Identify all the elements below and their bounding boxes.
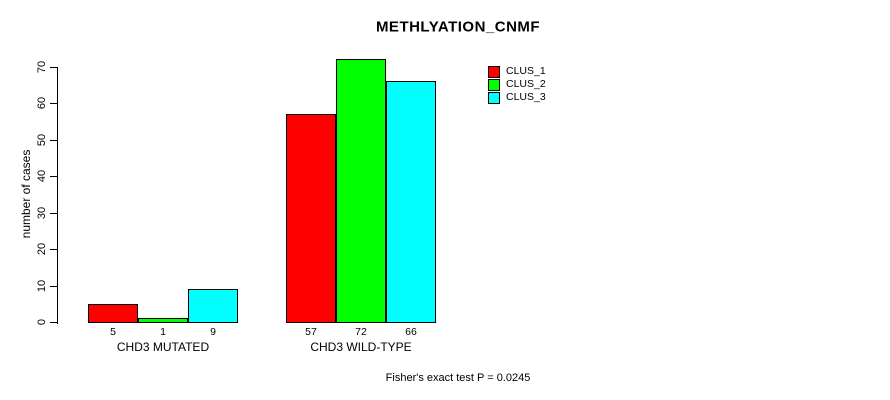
- legend-label: CLUS_2: [506, 78, 546, 90]
- y-tick: [50, 213, 57, 214]
- y-axis-line: [57, 67, 58, 324]
- y-tick: [50, 322, 57, 323]
- legend-item: CLUS_1: [488, 65, 546, 78]
- y-tick: [50, 140, 57, 141]
- legend-item: CLUS_3: [488, 91, 546, 104]
- y-tick-label: 50: [36, 133, 48, 146]
- y-tick-label: 0: [36, 318, 48, 326]
- y-tick-label: 60: [36, 96, 48, 110]
- bar: [138, 318, 188, 323]
- group-label: CHD3 MUTATED: [116, 340, 210, 354]
- bar-value-label: 1: [160, 326, 166, 338]
- legend-swatch: [488, 91, 500, 104]
- y-tick-label: 30: [36, 206, 48, 219]
- y-tick-label: 20: [36, 242, 48, 256]
- bar: [188, 289, 238, 323]
- bar: [386, 81, 436, 323]
- bar: [88, 304, 138, 323]
- y-tick: [50, 103, 57, 104]
- y-tick-label: 70: [36, 60, 48, 73]
- y-tick-label: 40: [36, 169, 48, 183]
- legend-label: CLUS_1: [506, 65, 546, 77]
- bar: [286, 114, 336, 323]
- chart-title: METHLYATION_CNMF: [375, 18, 541, 36]
- bar-value-label: 9: [210, 326, 216, 338]
- y-tick: [50, 176, 57, 177]
- bar-value-label: 72: [355, 326, 367, 338]
- legend-swatch: [488, 78, 500, 91]
- bar: [336, 59, 386, 323]
- footer-note: Fisher's exact test P = 0.0245: [385, 372, 531, 384]
- legend-swatch: [488, 65, 500, 78]
- legend-label: CLUS_3: [506, 91, 546, 103]
- bar-value-label: 5: [110, 326, 116, 338]
- y-tick-label: 10: [36, 279, 48, 292]
- legend: CLUS_1 CLUS_2 CLUS_3: [488, 65, 546, 104]
- group-label: CHD3 WILD-TYPE: [310, 340, 412, 354]
- bar-value-label: 57: [305, 326, 317, 338]
- bar-value-label: 66: [405, 326, 417, 338]
- y-tick: [50, 67, 57, 68]
- y-tick: [50, 286, 57, 287]
- legend-item: CLUS_2: [488, 78, 546, 91]
- y-tick: [50, 249, 57, 250]
